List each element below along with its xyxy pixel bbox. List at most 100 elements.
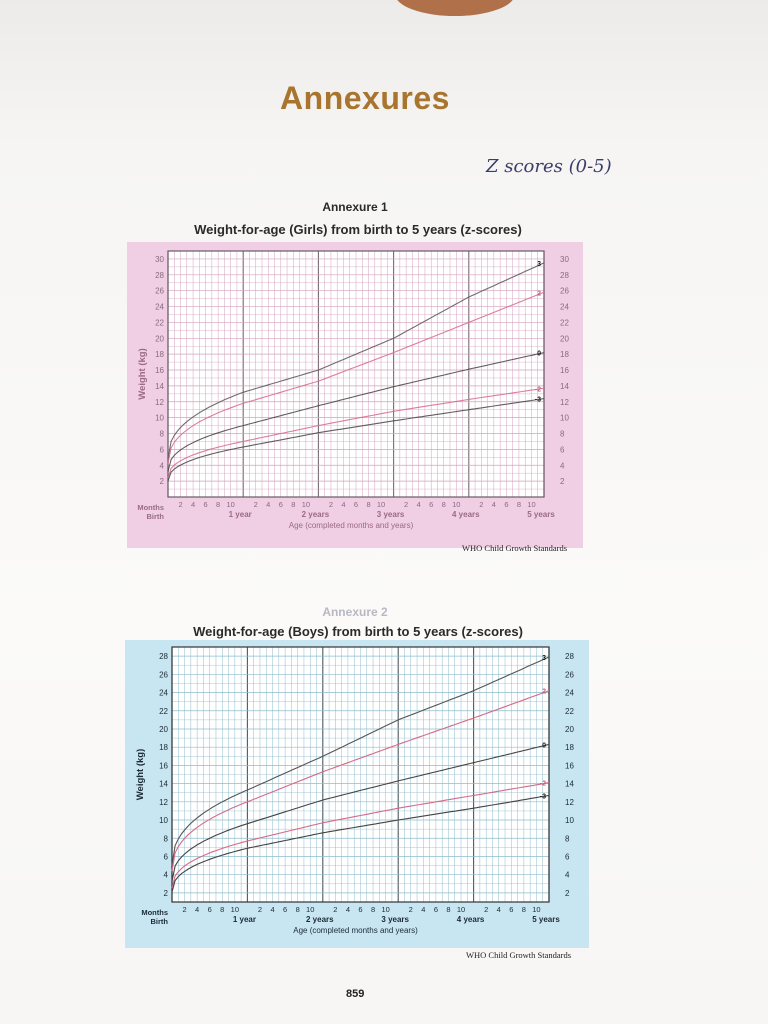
y-tick-label-left: 28 [159, 652, 168, 661]
y-tick-label-left: 18 [159, 743, 168, 752]
z-score-label: -2 [540, 781, 546, 788]
x-month-tick-label: 2 [178, 500, 182, 509]
x-month-tick-label: 10 [231, 905, 239, 914]
x-month-tick-label: 8 [220, 905, 224, 914]
y-tick-label-right: 18 [560, 350, 569, 359]
y-tick-label-left: 2 [160, 477, 165, 486]
y-tick-label-right: 20 [560, 334, 569, 343]
girls-weight-chart: 2468101214161820222426283024681012141618… [127, 242, 583, 548]
x-month-tick-label: 6 [429, 500, 433, 509]
x-month-tick-label: 10 [226, 500, 234, 509]
x-month-tick-label: 10 [377, 500, 385, 509]
handwritten-note: Z scores (0-5) [486, 156, 612, 177]
chart-1-title: Weight-for-age (Girls) from birth to 5 y… [194, 222, 522, 237]
y-tick-label-left: 10 [159, 816, 168, 825]
plot-frame [171, 646, 550, 903]
z-score-label: -3 [535, 397, 541, 404]
thumb-shape [395, 0, 515, 16]
z-score-line-0 [167, 352, 545, 472]
x-month-tick-label: 10 [527, 500, 535, 509]
x-month-tick-label: 8 [517, 500, 521, 509]
x-month-tick-label: 4 [497, 905, 501, 914]
x-year-label: 2 years [302, 510, 330, 519]
x-month-tick-label: 6 [204, 500, 208, 509]
x-month-tick-label: 10 [381, 905, 389, 914]
y-tick-label-left: 4 [160, 461, 165, 470]
chart-2-source: WHO Child Growth Standards [466, 950, 572, 960]
y-tick-label-right: 12 [560, 398, 569, 407]
y-tick-label-left: 24 [155, 303, 164, 312]
y-tick-label-left: 24 [159, 689, 168, 698]
x-month-tick-label: 8 [442, 500, 446, 509]
x-month-tick-label: 4 [266, 500, 270, 509]
x-month-tick-label: 8 [366, 500, 370, 509]
z-score-line-2 [167, 291, 545, 464]
y-tick-label-right: 24 [565, 689, 574, 698]
y-tick-label-left: 12 [159, 798, 168, 807]
grid [167, 250, 545, 498]
x-month-tick-label: 10 [452, 500, 460, 509]
x-month-tick-label: 2 [182, 905, 186, 914]
x-month-tick-label: 2 [479, 500, 483, 509]
x-month-tick-label: 6 [208, 905, 212, 914]
x-month-tick-label: 2 [404, 500, 408, 509]
boys-weight-chart: 2468101214161820222426282468101214161820… [125, 640, 589, 948]
z-score-line-minus3 [171, 794, 550, 893]
y-tick-label-left: 16 [155, 366, 164, 375]
y-tick-label-left: 6 [160, 445, 165, 454]
chart-2-title: Weight-for-age (Boys) from birth to 5 ye… [193, 624, 523, 639]
z-score-label: 0 [542, 742, 546, 749]
x-month-tick-label: 2 [329, 500, 333, 509]
x-year-label: 5 years [527, 510, 555, 519]
y-tick-label-left: 26 [159, 670, 168, 679]
x-month-tick-label: 6 [354, 500, 358, 509]
y-axis-label: Weight (kg) [135, 749, 146, 801]
y-tick-label-left: 14 [155, 382, 164, 391]
x-month-tick-label: 10 [306, 905, 314, 914]
y-tick-label-left: 26 [155, 287, 164, 296]
y-tick-label-right: 10 [560, 414, 569, 423]
x-month-tick-label: 8 [216, 500, 220, 509]
x-month-tick-label: 6 [358, 905, 362, 914]
y-tick-label-right: 28 [565, 652, 574, 661]
y-tick-label-left: 10 [155, 414, 164, 423]
z-score-label: 2 [537, 290, 541, 297]
x-month-tick-label: 6 [509, 905, 513, 914]
y-tick-label-right: 6 [565, 852, 570, 861]
x-month-tick-label: 10 [302, 500, 310, 509]
x-month-tick-label: 4 [191, 500, 195, 509]
x-start-months-label: Months [137, 503, 164, 512]
x-month-tick-label: 4 [270, 905, 274, 914]
y-tick-label-left: 30 [155, 255, 164, 264]
x-year-label: 1 year [233, 915, 256, 924]
x-axis-label: Age (completed months and years) [293, 926, 418, 935]
y-axis-label: Weight (kg) [137, 348, 148, 400]
y-tick-label-right: 22 [560, 318, 569, 327]
y-tick-label-right: 2 [560, 477, 565, 486]
x-axis-label: Age (completed months and years) [289, 521, 414, 530]
x-month-tick-label: 10 [457, 905, 465, 914]
x-month-tick-label: 2 [409, 905, 413, 914]
x-month-tick-label: 8 [296, 905, 300, 914]
x-month-tick-label: 4 [421, 905, 425, 914]
annex-1-label: Annexure 1 [322, 200, 388, 214]
y-tick-label-left: 6 [164, 852, 169, 861]
y-tick-label-right: 14 [560, 382, 569, 391]
y-tick-label-left: 22 [159, 707, 168, 716]
y-tick-label-left: 20 [159, 725, 168, 734]
z-score-line-minus2 [167, 387, 545, 479]
y-tick-label-right: 30 [560, 255, 569, 264]
z-score-label: 3 [537, 261, 541, 268]
x-month-tick-label: 2 [254, 500, 258, 509]
x-month-tick-label: 4 [417, 500, 421, 509]
y-tick-label-right: 22 [565, 707, 574, 716]
y-tick-label-left: 14 [159, 780, 168, 789]
y-tick-label-left: 8 [164, 834, 169, 843]
z-score-line-minus3 [167, 398, 545, 482]
x-month-tick-label: 8 [522, 905, 526, 914]
x-month-tick-label: 4 [195, 905, 199, 914]
y-tick-label-right: 6 [560, 445, 565, 454]
x-year-label: 1 year [229, 510, 252, 519]
y-tick-label-right: 4 [560, 461, 565, 470]
